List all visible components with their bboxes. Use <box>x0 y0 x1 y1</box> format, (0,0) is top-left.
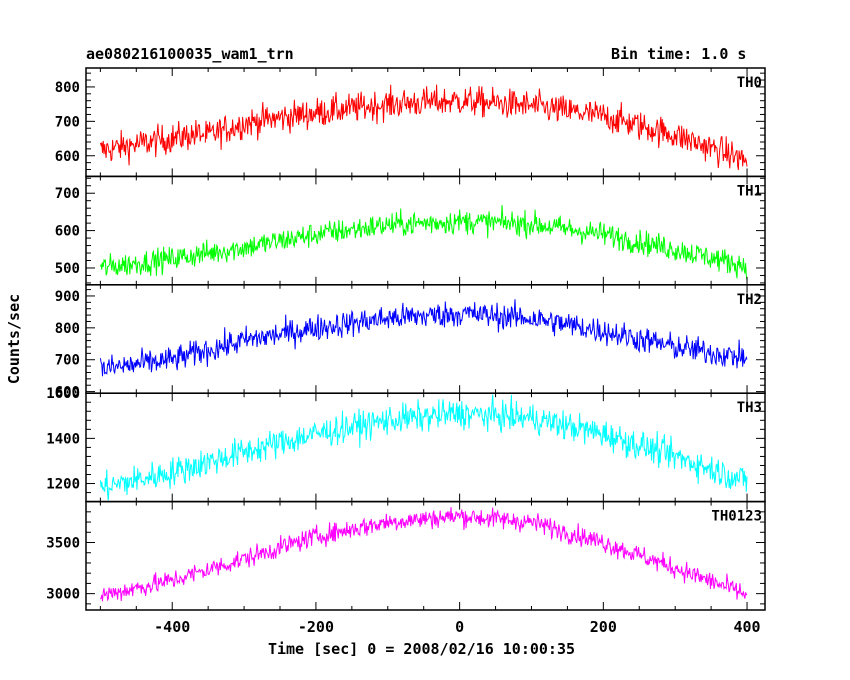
y-axis-label: Counts/sec <box>5 294 23 384</box>
panel-label-th2: TH2 <box>737 292 762 308</box>
panel-label-th1: TH1 <box>737 183 762 199</box>
y-tick-label: 3500 <box>46 536 80 552</box>
panel-frame-th1 <box>85 175 766 286</box>
y-tick-label: 800 <box>55 80 80 96</box>
panel-frame-th0123 <box>85 500 766 611</box>
y-tick-label: 600 <box>55 149 80 165</box>
y-tick-label: 900 <box>55 289 80 305</box>
series-line-th3 <box>99 394 748 501</box>
y-tick-label: 500 <box>55 261 80 277</box>
panel-frame-th2 <box>85 284 766 394</box>
y-tick-label: 700 <box>55 114 80 130</box>
y-tick-label: 3000 <box>46 587 80 603</box>
panel-label-th0123: TH0123 <box>711 509 762 525</box>
series-line-th1 <box>99 204 748 282</box>
x-tick-label: 0 <box>455 618 464 636</box>
y-tick-label: 1600 <box>46 386 80 402</box>
y-tick-label: 800 <box>55 321 80 337</box>
panel-label-th3: TH3 <box>737 400 762 416</box>
y-tick-label: 1400 <box>46 431 80 447</box>
series-line-th0 <box>99 84 748 170</box>
y-tick-label: 1200 <box>46 477 80 493</box>
x-tick-label: 200 <box>590 618 617 636</box>
y-tick-label: 600 <box>55 385 80 401</box>
panel-label-th0: TH0 <box>737 75 762 91</box>
series-line-th0123 <box>99 507 748 602</box>
x-tick-label: -200 <box>298 618 334 636</box>
panel-frame-th0 <box>85 67 766 178</box>
y-tick-label: 600 <box>55 224 80 240</box>
chart-title: ae080216100035_wam1_trn <box>86 45 294 63</box>
y-tick-label: 700 <box>55 186 80 202</box>
x-tick-label: -400 <box>154 618 190 636</box>
x-tick-label: 400 <box>733 618 760 636</box>
series-line-th2 <box>99 299 748 377</box>
y-tick-label: 700 <box>55 353 80 369</box>
bin-time-label: Bin time: 1.0 s <box>611 45 747 63</box>
x-axis-label: Time [sec] 0 = 2008/02/16 10:00:35 <box>268 640 575 658</box>
